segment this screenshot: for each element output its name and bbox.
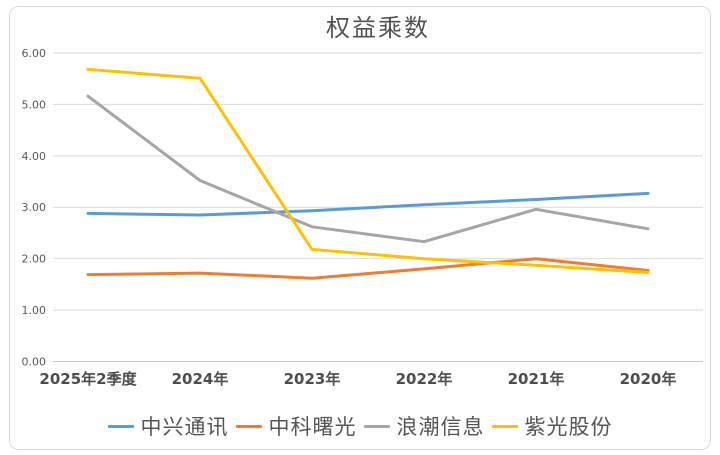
legend-item: 紫光股份 [491, 411, 613, 441]
y-tick-label: 4.00 [22, 150, 47, 163]
legend-swatch-line [491, 424, 518, 428]
y-tick-label: 0.00 [22, 356, 47, 369]
legend-item: 中兴通讯 [107, 411, 229, 441]
x-category-label: 2022年 [396, 370, 453, 388]
y-tick-label: 6.00 [22, 47, 47, 60]
x-category-label: 2020年 [620, 370, 677, 388]
y-tick-label: 3.00 [22, 201, 47, 214]
x-category-label: 2021年 [508, 370, 565, 388]
legend-item: 中科曙光 [235, 411, 357, 441]
chart-title: 权益乘数 [326, 14, 430, 42]
legend-label: 浪潮信息 [396, 415, 485, 439]
y-tick-label: 2.00 [22, 253, 47, 266]
legend-label: 紫光股份 [524, 415, 613, 439]
x-category-label: 2024年 [172, 370, 229, 388]
legend-label: 中兴通讯 [140, 415, 229, 439]
legend-label: 中科曙光 [268, 415, 357, 439]
legend-swatch-line [235, 424, 262, 428]
legend-swatch-line [107, 424, 134, 428]
series-line [86, 67, 650, 274]
series-line [86, 257, 650, 280]
x-category-label: 2023年 [284, 370, 341, 388]
series-line [86, 191, 650, 217]
y-tick-label: 1.00 [22, 304, 47, 317]
x-category-label: 2025年2季度 [39, 370, 137, 388]
legend-swatch-line [363, 424, 390, 428]
legend-item: 浪潮信息 [363, 411, 485, 441]
legend: 中兴通讯 中科曙光 浪潮信息 紫光股份 [0, 411, 720, 441]
series-line [86, 94, 650, 244]
y-tick-label: 5.00 [22, 98, 47, 111]
